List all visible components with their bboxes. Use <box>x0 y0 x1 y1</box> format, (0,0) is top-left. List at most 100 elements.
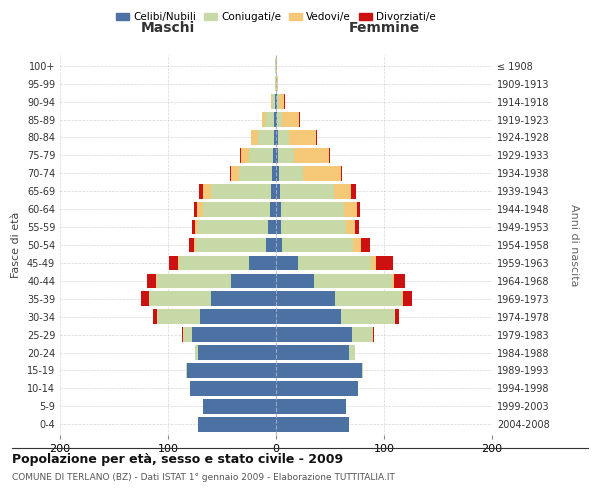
Bar <box>198 417 276 432</box>
Bar <box>157 274 230 288</box>
Bar <box>276 345 349 360</box>
Bar <box>178 256 179 270</box>
Text: Femmine: Femmine <box>349 21 419 35</box>
Bar <box>276 310 341 324</box>
Text: COMUNE DI TERLANO (BZ) - Dati ISTAT 1° gennaio 2009 - Elaborazione TUTTITALIA.IT: COMUNE DI TERLANO (BZ) - Dati ISTAT 1° g… <box>12 472 395 482</box>
Bar <box>196 238 266 252</box>
Bar <box>334 184 350 198</box>
Bar <box>362 363 364 378</box>
Bar <box>276 274 314 288</box>
Bar <box>262 112 265 127</box>
Bar <box>276 220 281 234</box>
Bar <box>249 256 276 270</box>
Bar <box>276 202 281 216</box>
Bar <box>230 166 239 180</box>
Bar <box>355 220 359 234</box>
Bar <box>278 148 295 162</box>
Bar <box>395 310 399 324</box>
Bar <box>353 238 361 252</box>
Bar <box>268 220 276 234</box>
Bar <box>346 220 355 234</box>
Bar <box>153 310 157 324</box>
Bar <box>277 76 278 91</box>
Bar <box>141 292 149 306</box>
Bar <box>157 310 200 324</box>
Bar <box>276 184 280 198</box>
Bar <box>198 220 268 234</box>
Bar <box>251 130 257 145</box>
Bar <box>271 184 276 198</box>
Bar <box>241 148 249 162</box>
Bar <box>230 274 276 288</box>
Bar <box>275 58 276 73</box>
Bar <box>272 94 275 109</box>
Bar <box>276 292 335 306</box>
Bar <box>357 202 360 216</box>
Bar <box>276 94 277 109</box>
Bar <box>194 238 196 252</box>
Bar <box>276 166 279 180</box>
Bar <box>275 76 276 91</box>
Bar <box>276 381 358 396</box>
Bar <box>197 202 203 216</box>
Bar <box>274 112 276 127</box>
Bar <box>276 328 352 342</box>
Bar <box>314 274 392 288</box>
Bar <box>257 130 274 145</box>
Text: Popolazione per età, sesso e stato civile - 2009: Popolazione per età, sesso e stato civil… <box>12 452 343 466</box>
Bar <box>276 148 278 162</box>
Bar <box>266 238 276 252</box>
Bar <box>281 202 344 216</box>
Bar <box>316 130 317 145</box>
Bar <box>273 148 276 162</box>
Bar <box>394 274 404 288</box>
Bar <box>199 184 203 198</box>
Bar <box>279 94 284 109</box>
Bar <box>239 166 272 180</box>
Legend: Celibi/Nubili, Coniugati/e, Vedovi/e, Divorziati/e: Celibi/Nubili, Coniugati/e, Vedovi/e, Di… <box>112 8 440 26</box>
Bar <box>349 345 355 360</box>
Bar <box>203 399 276 413</box>
Bar <box>179 256 249 270</box>
Bar <box>335 292 403 306</box>
Bar <box>203 202 269 216</box>
Bar <box>149 292 211 306</box>
Bar <box>274 130 276 145</box>
Bar <box>249 148 273 162</box>
Y-axis label: Fasce di età: Fasce di età <box>11 212 21 278</box>
Bar <box>156 274 157 288</box>
Bar <box>299 112 300 127</box>
Bar <box>350 184 356 198</box>
Bar <box>298 256 371 270</box>
Bar <box>341 310 395 324</box>
Bar <box>279 166 303 180</box>
Bar <box>303 166 341 180</box>
Bar <box>403 292 412 306</box>
Bar <box>281 220 346 234</box>
Bar <box>276 417 349 432</box>
Bar <box>211 292 276 306</box>
Bar <box>183 328 192 342</box>
Bar <box>182 328 183 342</box>
Bar <box>283 112 299 127</box>
Bar <box>376 256 392 270</box>
Bar <box>195 345 198 360</box>
Bar <box>275 94 276 109</box>
Y-axis label: Anni di nascita: Anni di nascita <box>569 204 579 286</box>
Bar <box>277 94 279 109</box>
Bar <box>190 381 276 396</box>
Bar <box>278 130 289 145</box>
Bar <box>169 256 178 270</box>
Bar <box>280 184 334 198</box>
Bar <box>277 112 283 127</box>
Bar <box>271 94 272 109</box>
Bar <box>194 202 197 216</box>
Bar <box>295 148 329 162</box>
Bar <box>192 220 195 234</box>
Bar <box>195 220 198 234</box>
Text: Maschi: Maschi <box>141 21 195 35</box>
Bar <box>329 148 330 162</box>
Bar <box>373 328 374 342</box>
Bar <box>211 184 271 198</box>
Bar <box>276 238 283 252</box>
